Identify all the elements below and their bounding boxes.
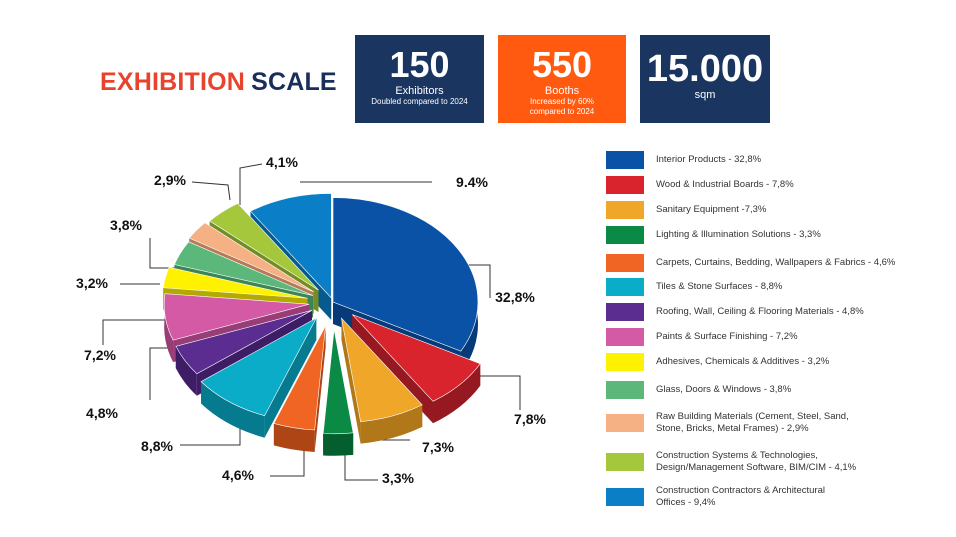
legend-swatch: [606, 453, 644, 471]
stat-booths: 550 Booths Increased by 60% compared to …: [498, 35, 626, 123]
pie-data-label: 3,3%: [382, 470, 414, 486]
legend-item: Raw Building Materials (Cement, Steel, S…: [606, 411, 936, 435]
pie-data-label: 7,2%: [84, 347, 116, 363]
legend-swatch: [606, 226, 644, 244]
pie-slice-interior-products: [332, 197, 479, 352]
legend-swatch: [606, 381, 644, 399]
pie-data-label: 2,9%: [154, 172, 186, 188]
pie-data-label: 7,8%: [514, 411, 546, 427]
pie-data-label: 32,8%: [495, 289, 535, 305]
stat-area: 15.000 sqm: [640, 35, 770, 123]
legend-item: Carpets, Curtains, Bedding, Wallpapers &…: [606, 254, 936, 272]
legend-swatch: [606, 201, 644, 219]
leader-line: [191, 181, 231, 201]
legend-item: Interior Products - 32,8%: [606, 151, 936, 169]
legend-item: Lighting & Illumination Solutions - 3,3%: [606, 226, 936, 244]
pie-slice-raw-building-materials: [188, 222, 314, 293]
stat-booths-label: Booths: [544, 85, 580, 97]
legend-swatch: [606, 353, 644, 371]
pie-slice-wall: [264, 318, 317, 438]
legend-item: Glass, Doors & Windows - 3,8%: [606, 381, 936, 399]
page-title: EXHIBITION SCALE: [100, 68, 337, 97]
pie-data-label: 7,3%: [422, 439, 454, 455]
pie-data-label: 8,8%: [141, 438, 173, 454]
pie-slice-lighting-illumination-solutions: [322, 329, 354, 435]
pie-data-label: 3,2%: [76, 275, 108, 291]
pie-slice-outer-wall: [433, 363, 481, 424]
pie-slice-wall: [314, 325, 326, 452]
pie-slice-carpets-curtains-bedding-wallpapers-fabrics: [273, 325, 326, 431]
leader-line: [102, 319, 175, 345]
legend-label: Construction Contractors & Architectural…: [656, 485, 825, 508]
legend-item: Tiles & Stone Surfaces - 8,8%: [606, 278, 936, 296]
pie-slice-outer-wall: [164, 293, 174, 363]
legend-label: Carpets, Curtains, Bedding, Wallpapers &…: [656, 257, 896, 268]
legend-item: Adhesives, Chemicals & Additives - 3,2%: [606, 353, 936, 371]
legend-label: Glass, Doors & Windows - 3,8%: [656, 384, 792, 395]
pie-slice-outer-wall: [273, 423, 315, 452]
pie-slice-construction-systems-technologies: [209, 203, 319, 291]
legend-swatch: [606, 414, 644, 432]
pie-slice-outer-wall: [175, 346, 197, 396]
stat-exhibitors-sub: Doubled compared to 2024: [371, 97, 468, 106]
pie-slice-paints-surface-finishing: [163, 293, 310, 341]
legend-swatch: [606, 278, 644, 296]
pie-chart: 32,8% 7,8% 7,3% 3,3% 4,6% 8,8% 4,8% 7,2% 3,2% 3,8…: [76, 154, 546, 486]
legend-item: Construction Systems & Technologies, Desi…: [606, 450, 936, 474]
title-part2: SCALE: [251, 68, 337, 96]
pie-slice-wall: [341, 318, 361, 444]
pie-slice-construction-contractors-architectural-offices: [250, 193, 332, 299]
pie-slice-outer-wall: [323, 432, 354, 456]
pie-slice-roofing-wall-ceiling-flooring-materials: [175, 310, 313, 375]
stat-exhibitors: 150 Exhibitors Doubled compared to 2024: [355, 35, 484, 123]
legend-label: Construction Systems & Technologies, Desi…: [656, 450, 857, 473]
title-part1: EXHIBITION: [100, 68, 246, 96]
pie-data-label: 9.4%: [456, 174, 488, 190]
pie-slice-tiles-stone-surfaces: [200, 317, 317, 417]
legend-label: Lighting & Illumination Solutions - 3,3%: [656, 229, 821, 240]
stat-booths-sub2: compared to 2024: [529, 107, 595, 116]
stat-exhibitors-label: Exhibitors: [395, 85, 444, 97]
legend-label: Adhesives, Chemicals & Additives - 3,2%: [656, 356, 830, 367]
pie-labels: 32,8% 7,8% 7,3% 3,3% 4,6% 8,8% 4,8% 7,2% 3,2% 3,8…: [76, 154, 546, 486]
legend-swatch: [606, 176, 644, 194]
legend-item: Sanitary Equipment -7,3%: [606, 201, 936, 219]
legend-item: Paints & Surface Finishing - 7,2%: [606, 328, 936, 346]
legend-item: Construction Contractors & Architectural…: [606, 485, 936, 509]
legend-swatch: [606, 254, 644, 272]
stat-exhibitors-value: 150: [389, 44, 450, 85]
legend-swatch: [606, 303, 644, 321]
legend-label: Roofing, Wall, Ceiling & Flooring Materi…: [656, 306, 864, 317]
pie-slice-outer-wall: [360, 404, 423, 444]
pie-data-label: 4,6%: [222, 467, 254, 483]
legend-label: Wood & Industrial Boards - 7,8%: [656, 179, 794, 190]
stat-area-value: 15.000: [646, 48, 764, 90]
pie-slice-adhesives-chemicals-additives: [162, 266, 308, 299]
legend-label: Raw Building Materials (Cement, Steel, S…: [656, 411, 849, 434]
legend-item: Roofing, Wall, Ceiling & Flooring Materi…: [606, 303, 936, 321]
pie-slice-outer-wall: [201, 381, 265, 438]
pie-slice-glass-doors-windows: [174, 241, 314, 296]
stat-booths-value: 550: [531, 44, 593, 85]
legend-label: Sanitary Equipment -7,3%: [656, 204, 767, 215]
legend-swatch: [606, 488, 644, 506]
legend-label: Paints & Surface Finishing - 7,2%: [656, 331, 798, 342]
stat-area-label: sqm: [694, 89, 716, 101]
pie-data-label: 4,1%: [266, 154, 298, 170]
legend-label: Tiles & Stone Surfaces - 8,8%: [656, 281, 783, 292]
legend-item: Wood & Industrial Boards - 7,8%: [606, 176, 936, 194]
pie-slice-sanitary-equipment: [341, 317, 423, 423]
pie-slice-wood-industrial-boards: [352, 314, 481, 402]
legend-label: Interior Products - 32,8%: [656, 154, 762, 165]
legend-swatch: [606, 151, 644, 169]
legend-swatch: [606, 328, 644, 346]
pie-data-label: 4,8%: [86, 405, 118, 421]
stat-booths-sub: Increased by 60%: [529, 97, 595, 106]
pie-tops: [162, 193, 481, 435]
pie-data-label: 3,8%: [110, 217, 142, 233]
leader-line: [239, 163, 263, 205]
